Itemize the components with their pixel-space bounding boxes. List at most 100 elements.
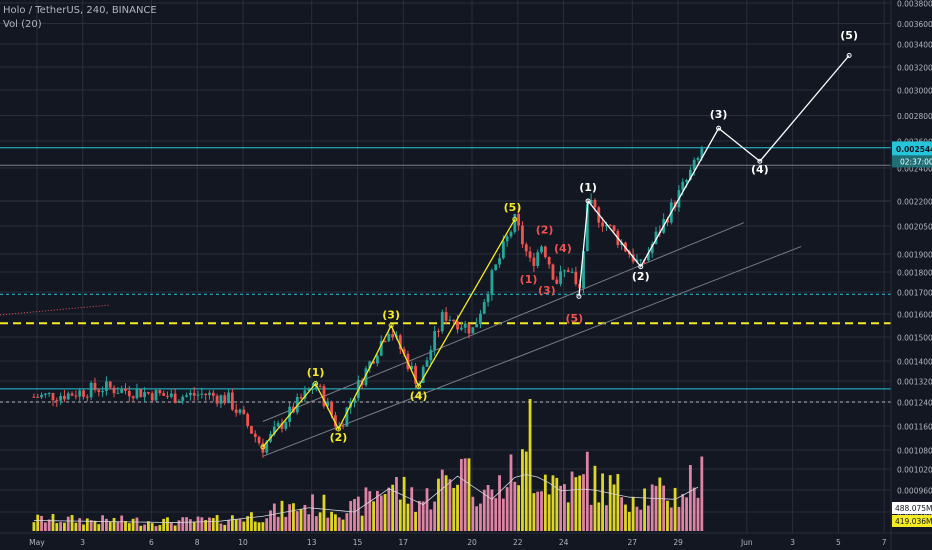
volume-bar xyxy=(395,476,398,531)
candle-body xyxy=(601,222,604,227)
candle-body xyxy=(479,313,482,325)
candle-body xyxy=(475,324,479,328)
volume-bar xyxy=(429,509,433,531)
volume-bar xyxy=(276,516,280,531)
volume-bar xyxy=(59,522,63,531)
candle-body xyxy=(124,388,127,391)
volume-bar xyxy=(540,491,543,531)
time-axis: May 3 6 8 10 13 15 17 20 22 24 27 29 Jun 3 5 7 xyxy=(0,532,932,547)
yellow-impulse-pivot xyxy=(335,426,341,432)
volume-bar xyxy=(162,518,166,531)
volume-bar xyxy=(662,485,666,531)
volume-bar xyxy=(257,522,261,531)
volume-bar xyxy=(89,520,93,531)
volume-bar xyxy=(74,522,78,531)
volume-bar xyxy=(521,449,524,531)
candle-body xyxy=(227,392,230,404)
candle-body xyxy=(181,396,185,401)
lower-channel xyxy=(262,246,802,457)
candle-body xyxy=(238,409,242,413)
candle-body xyxy=(36,396,40,398)
volume-bar xyxy=(597,502,601,531)
volume-bar xyxy=(353,499,356,531)
candle-body xyxy=(440,312,444,332)
candle-body xyxy=(376,355,379,364)
candle-body xyxy=(230,392,234,410)
candle-body xyxy=(608,225,612,227)
wave-label: (1) xyxy=(307,366,325,379)
volume-bar xyxy=(158,525,162,531)
volume-bar xyxy=(215,515,219,531)
white-impulse-pivot xyxy=(576,293,582,299)
candle-body xyxy=(127,390,131,397)
volume-bar xyxy=(479,503,482,531)
candle-body xyxy=(559,271,562,284)
time-tick-label: 24 xyxy=(559,538,569,547)
candle-body xyxy=(547,257,551,265)
candle-body xyxy=(307,389,311,391)
volume-bar xyxy=(513,481,517,531)
candle-body xyxy=(215,395,219,404)
volume-bar xyxy=(471,496,475,531)
candle-body xyxy=(605,225,608,227)
volume-bar xyxy=(131,518,135,531)
volume-bar xyxy=(204,520,208,531)
volume-bar xyxy=(200,517,204,531)
candle-body xyxy=(59,395,63,401)
candle-body xyxy=(501,241,505,259)
candle-body xyxy=(688,169,692,181)
volume-bar xyxy=(433,501,437,531)
volume-bar xyxy=(517,485,521,531)
volume-bar xyxy=(341,519,345,531)
candle-body xyxy=(192,392,196,396)
wave-label: (5) xyxy=(840,29,858,42)
volume-bar xyxy=(505,487,509,531)
volume-bar xyxy=(318,512,322,531)
candle-body xyxy=(459,327,463,330)
candle-body xyxy=(185,395,188,397)
candle-body xyxy=(253,433,257,437)
volume-bar xyxy=(639,509,643,531)
candle-body xyxy=(112,387,116,394)
volume-bar xyxy=(261,522,265,531)
volume-bar xyxy=(406,503,410,531)
candle-body xyxy=(509,231,513,237)
yellow-impulse-path xyxy=(262,219,516,448)
time-tick-label: 20 xyxy=(467,538,477,547)
time-tick-label: 3 xyxy=(790,538,795,547)
candle-body xyxy=(154,390,158,401)
candle-body xyxy=(421,366,425,383)
volume-bar xyxy=(349,501,353,531)
candle-body xyxy=(654,231,658,245)
time-tick-label: 8 xyxy=(195,538,200,547)
volume-bar xyxy=(658,477,662,531)
volume-bar xyxy=(536,491,540,531)
candle-body xyxy=(555,279,559,284)
volume-bar xyxy=(570,471,574,531)
candle-body xyxy=(639,259,643,261)
candle-body xyxy=(51,393,55,401)
candle-body xyxy=(433,331,437,350)
volume-bar xyxy=(444,475,448,531)
volume-bar xyxy=(379,495,383,531)
volume-bar xyxy=(417,500,421,531)
volume-bar xyxy=(127,523,131,531)
upper-channel xyxy=(262,222,744,422)
candle-body xyxy=(265,441,269,453)
volume-bar xyxy=(574,477,578,531)
volume-bars xyxy=(32,399,704,531)
candle-body xyxy=(494,264,498,271)
volume-bar xyxy=(124,521,127,531)
volume-badge xyxy=(892,502,932,514)
candle-body xyxy=(498,258,501,265)
wave-annotations: (1) (2) (3) (4) (5) (1) (2) (3) (4) (5) (1) (2) (3) (… xyxy=(260,29,858,450)
candle-body xyxy=(272,426,276,434)
volume-bar xyxy=(66,516,70,531)
volume-bar xyxy=(227,520,230,531)
